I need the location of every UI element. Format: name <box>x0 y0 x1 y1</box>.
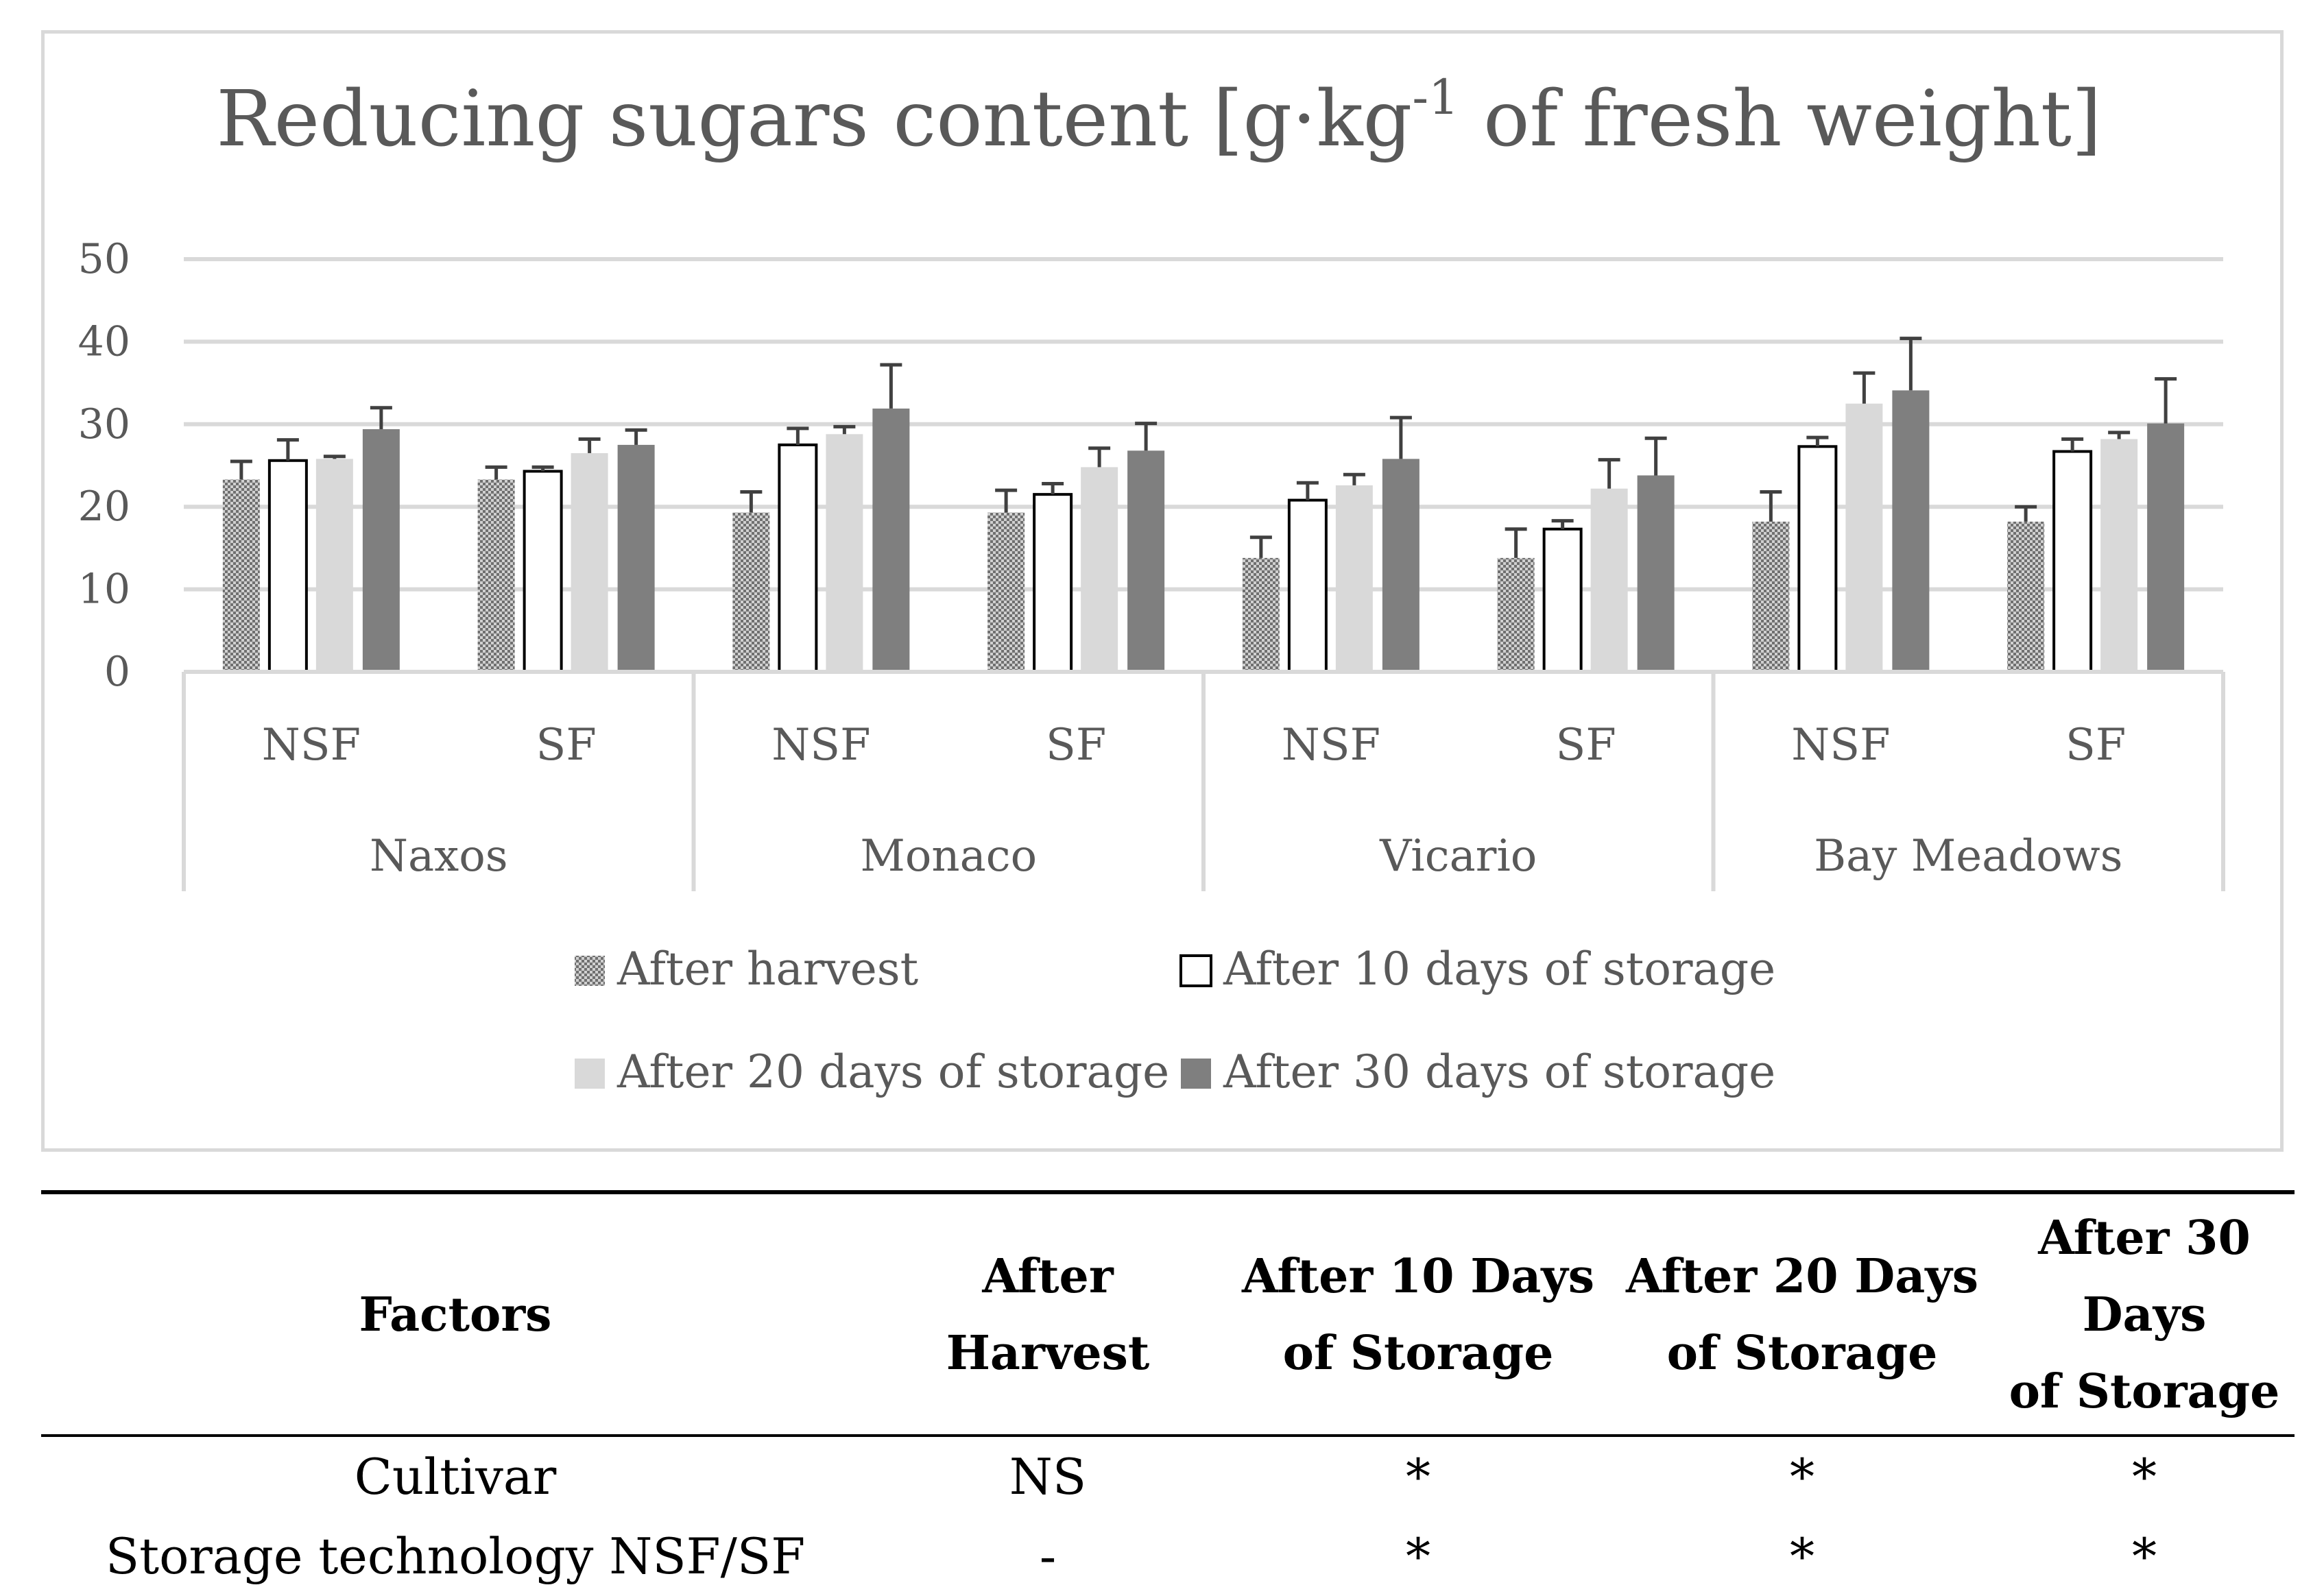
bar <box>362 429 400 672</box>
bar <box>1542 527 1583 674</box>
row-value-after-10-days: * <box>1406 1448 1430 1506</box>
bar <box>732 512 770 672</box>
x-tick-label: SF <box>1556 720 1616 771</box>
legend-label: After 20 days of storage <box>616 1045 1169 1098</box>
bar <box>617 444 655 672</box>
bar <box>1797 445 1838 673</box>
reducing-sugars-chart: Reducing sugars content [g·kg-1 of fresh… <box>78 69 2225 1098</box>
factors-table: Factors After Harvest After 10 Days of Sto… <box>41 1190 2295 1596</box>
bar <box>1287 498 1328 673</box>
row-value-after-20-days: * <box>1790 1527 1814 1585</box>
cultivar-label: Monaco <box>860 831 1037 882</box>
bar <box>523 470 563 673</box>
table-row: Cultivar NS * * * <box>41 1436 2295 1516</box>
row-value-after-harvest: - <box>1039 1527 1057 1585</box>
bar <box>1497 557 1535 672</box>
bar <box>477 479 515 672</box>
bar <box>2147 423 2185 672</box>
bar <box>826 434 863 672</box>
bars <box>222 337 2185 674</box>
bar <box>1127 450 1165 672</box>
bar <box>267 459 308 673</box>
legend: After harvest After 10 days of storage Aft… <box>575 943 1775 1098</box>
x-tick-label: SF <box>2065 720 2126 771</box>
legend-label: After 30 days of storage <box>1223 1045 1775 1098</box>
y-tick-label: 20 <box>78 483 130 531</box>
bar <box>987 512 1025 672</box>
bar <box>2007 521 2045 672</box>
y-tick-label: 0 <box>104 648 130 696</box>
y-tick-label: 50 <box>78 235 130 283</box>
header-after-10-days: After 10 Days of Storage <box>1241 1249 1595 1381</box>
cultivar-label: Naxos <box>370 831 508 882</box>
header-after-30-days: After 30 Days of Storage <box>2009 1211 2280 1419</box>
cultivar-label: Vicario <box>1379 831 1537 882</box>
bar <box>571 452 608 672</box>
row-value-after-20-days: * <box>1790 1448 1814 1506</box>
legend-swatch <box>1181 1059 1211 1089</box>
row-factor-label: Cultivar <box>354 1448 557 1506</box>
row-value-after-30-days: * <box>2132 1448 2157 1506</box>
bar <box>872 408 910 672</box>
x-tick-label: NSF <box>1282 720 1380 771</box>
x-tick-label: SF <box>536 720 597 771</box>
legend-swatch <box>575 956 605 986</box>
row-value-after-10-days: * <box>1406 1527 1430 1585</box>
bar <box>2052 450 2093 673</box>
legend-label: After harvest <box>616 943 918 995</box>
table-row: Storage technology NSF/SF - * * * <box>41 1516 2295 1596</box>
chart-frame <box>41 30 2284 1152</box>
x-tick-label: NSF <box>262 720 361 771</box>
row-value-after-harvest: NS <box>1009 1448 1087 1506</box>
bar <box>1845 403 1883 672</box>
legend-swatch <box>1179 954 1212 987</box>
bar <box>1335 485 1373 672</box>
y-tick-label: 40 <box>78 317 130 365</box>
y-axis-ticks: 0 10 20 30 40 50 <box>78 235 130 696</box>
y-tick-label: 30 <box>78 400 130 448</box>
bar <box>315 459 353 672</box>
header-after-20-days: After 20 Days of Storage <box>1625 1249 1979 1381</box>
bar <box>778 443 818 674</box>
bar <box>1752 521 1790 672</box>
bar <box>1382 459 1419 672</box>
row-factor-label: Storage technology NSF/SF <box>105 1527 806 1585</box>
x-tick-label: NSF <box>1791 720 1890 771</box>
bar <box>2100 439 2138 672</box>
bar <box>1590 488 1628 672</box>
header-factors: Factors <box>359 1287 552 1342</box>
bar <box>1033 493 1073 673</box>
legend-swatch <box>575 1059 605 1089</box>
x-tick-label: NSF <box>771 720 870 771</box>
chart-title: Reducing sugars content [g·kg-1 of fresh… <box>216 69 2101 164</box>
row-value-after-30-days: * <box>2132 1527 2157 1585</box>
cultivar-label: Bay Meadows <box>1814 831 2122 882</box>
y-tick-label: 10 <box>78 566 130 614</box>
x-tick-label: SF <box>1046 720 1106 771</box>
bar <box>1892 390 1930 672</box>
table-header-row: Factors After Harvest After 10 Days of Sto… <box>41 1192 2295 1436</box>
header-after-harvest: After Harvest <box>946 1249 1150 1381</box>
bar <box>1242 557 1280 672</box>
bar <box>222 479 260 672</box>
category-axis: NSF SF NSF SF NSF SF NSF SF Naxos Monaco Vicario Ba… <box>182 670 2225 891</box>
bar <box>1637 475 1675 672</box>
bar <box>1081 467 1118 672</box>
legend-label: After 10 days of storage <box>1223 943 1775 995</box>
